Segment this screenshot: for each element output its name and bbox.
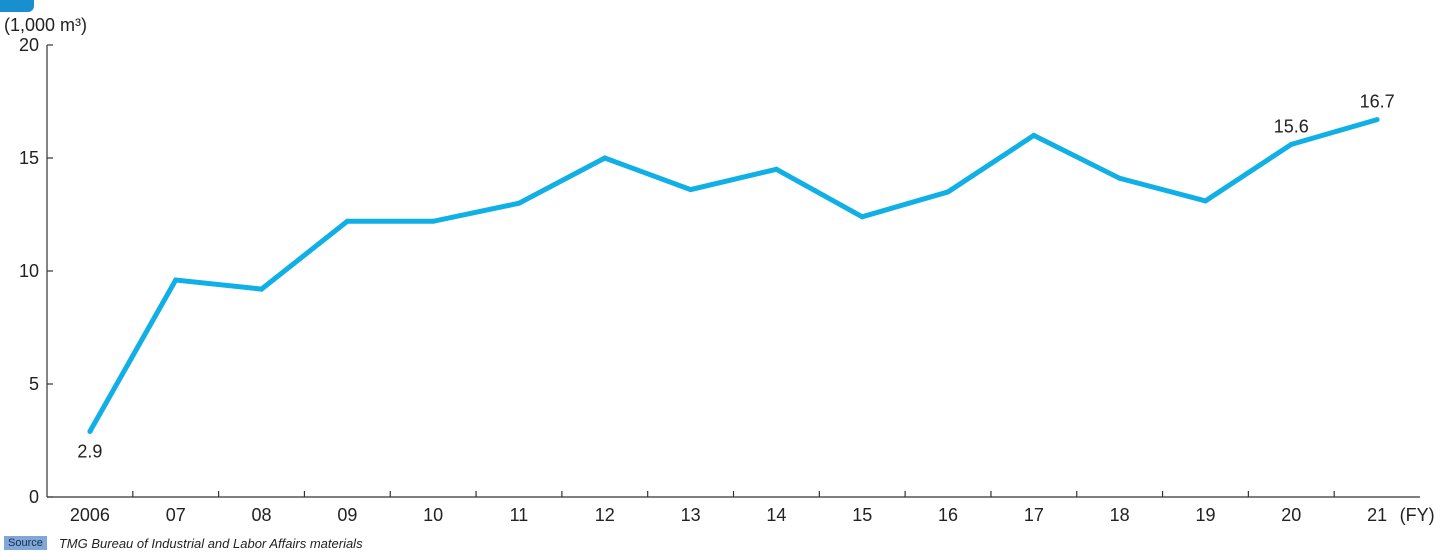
x-tick-label: 09: [337, 505, 357, 525]
x-tick-label: 12: [595, 505, 615, 525]
x-tick-label: 10: [423, 505, 443, 525]
data-label: 16.7: [1360, 92, 1395, 112]
source-badge: Source: [4, 536, 47, 550]
data-point: [430, 218, 436, 224]
x-axis-unit-label: (FY): [1400, 505, 1434, 525]
data-point: [87, 428, 93, 434]
data-point: [344, 218, 350, 224]
data-point: [173, 277, 179, 283]
data-label: 15.6: [1274, 116, 1309, 136]
data-point: [259, 286, 265, 292]
x-tick-label: 15: [852, 505, 872, 525]
data-point: [688, 187, 694, 193]
x-tick-label: 17: [1024, 505, 1044, 525]
data-label: 2.9: [77, 441, 102, 461]
source-text: TMG Bureau of Industrial and Labor Affai…: [58, 535, 363, 551]
x-tick-label: 20: [1281, 505, 1301, 525]
x-tick-label: 08: [252, 505, 272, 525]
source-note: Source TMG Bureau of Industrial and Labo…: [4, 535, 363, 551]
data-point: [1288, 141, 1294, 147]
x-tick-label: 13: [681, 505, 701, 525]
x-tick-label: 19: [1195, 505, 1215, 525]
x-tick-label: 07: [166, 505, 186, 525]
chart-axes: 0 5 10 15 20 2006 07 08 09 10 11 12 13 14 15 16 17 18 19 20…: [19, 35, 1434, 525]
data-point: [1031, 132, 1037, 138]
data-point: [602, 155, 608, 161]
data-point: [1117, 175, 1123, 181]
header-tab-badge: [0, 0, 34, 12]
y-tick-label: 5: [29, 374, 39, 394]
x-tick-label: 16: [938, 505, 958, 525]
x-tick-label: 14: [766, 505, 786, 525]
y-axis-unit-label: (1,000 m³): [4, 15, 88, 35]
x-tick-label: 18: [1110, 505, 1130, 525]
y-tick-label: 15: [19, 148, 39, 168]
data-point: [859, 214, 865, 220]
data-point: [1374, 117, 1380, 123]
x-tick-label: 21: [1367, 505, 1387, 525]
chart-series: [87, 117, 1380, 434]
y-tick-label: 0: [29, 487, 39, 507]
data-point: [1202, 198, 1208, 204]
data-point: [945, 189, 951, 195]
x-tick-label: 2006: [70, 505, 110, 525]
series-line: [87, 117, 1378, 433]
chart-data-labels: 2.9 15.6 16.7: [77, 92, 1394, 462]
data-point: [516, 200, 522, 206]
y-tick-label: 20: [19, 35, 39, 55]
x-tick-label: 11: [510, 505, 529, 525]
y-tick-label: 10: [19, 261, 39, 281]
data-point: [773, 166, 779, 172]
